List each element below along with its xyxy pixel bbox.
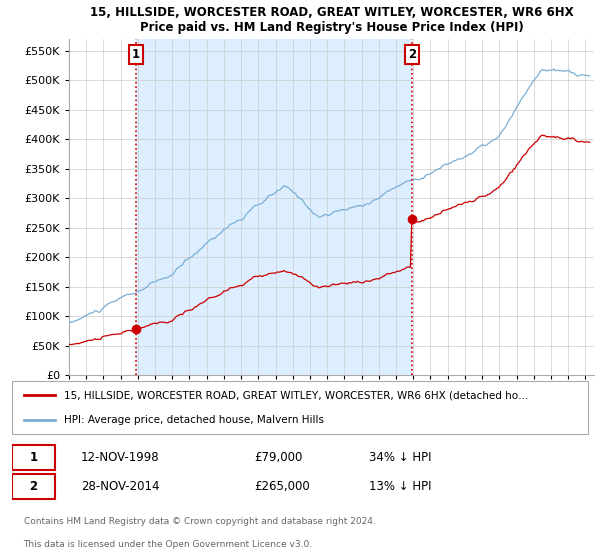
Bar [136, 39, 412, 375]
FancyBboxPatch shape [12, 445, 55, 470]
Title: 15, HILLSIDE, WORCESTER ROAD, GREAT WITLEY, WORCESTER, WR6 6HX
Price paid vs. HM: 15, HILLSIDE, WORCESTER ROAD, GREAT WITL… [89, 6, 574, 34]
Text: 13% ↓ HPI: 13% ↓ HPI [369, 480, 431, 493]
Text: 2: 2 [29, 480, 38, 493]
Text: 1: 1 [29, 451, 38, 464]
Text: This data is licensed under the Open Government Licence v3.0.: This data is licensed under the Open Gov… [23, 540, 313, 549]
Text: Contains HM Land Registry data © Crown copyright and database right 2024.: Contains HM Land Registry data © Crown c… [23, 517, 375, 526]
Text: 15, HILLSIDE, WORCESTER ROAD, GREAT WITLEY, WORCESTER, WR6 6HX (detached ho…: 15, HILLSIDE, WORCESTER ROAD, GREAT WITL… [64, 390, 529, 400]
Text: £79,000: £79,000 [254, 451, 302, 464]
Text: £265,000: £265,000 [254, 480, 310, 493]
Text: 1: 1 [131, 48, 140, 61]
Text: HPI: Average price, detached house, Malvern Hills: HPI: Average price, detached house, Malv… [64, 414, 324, 424]
Text: 28-NOV-2014: 28-NOV-2014 [81, 480, 160, 493]
Text: 12-NOV-1998: 12-NOV-1998 [81, 451, 160, 464]
Text: 34% ↓ HPI: 34% ↓ HPI [369, 451, 431, 464]
Text: 2: 2 [407, 48, 416, 61]
FancyBboxPatch shape [12, 474, 55, 499]
